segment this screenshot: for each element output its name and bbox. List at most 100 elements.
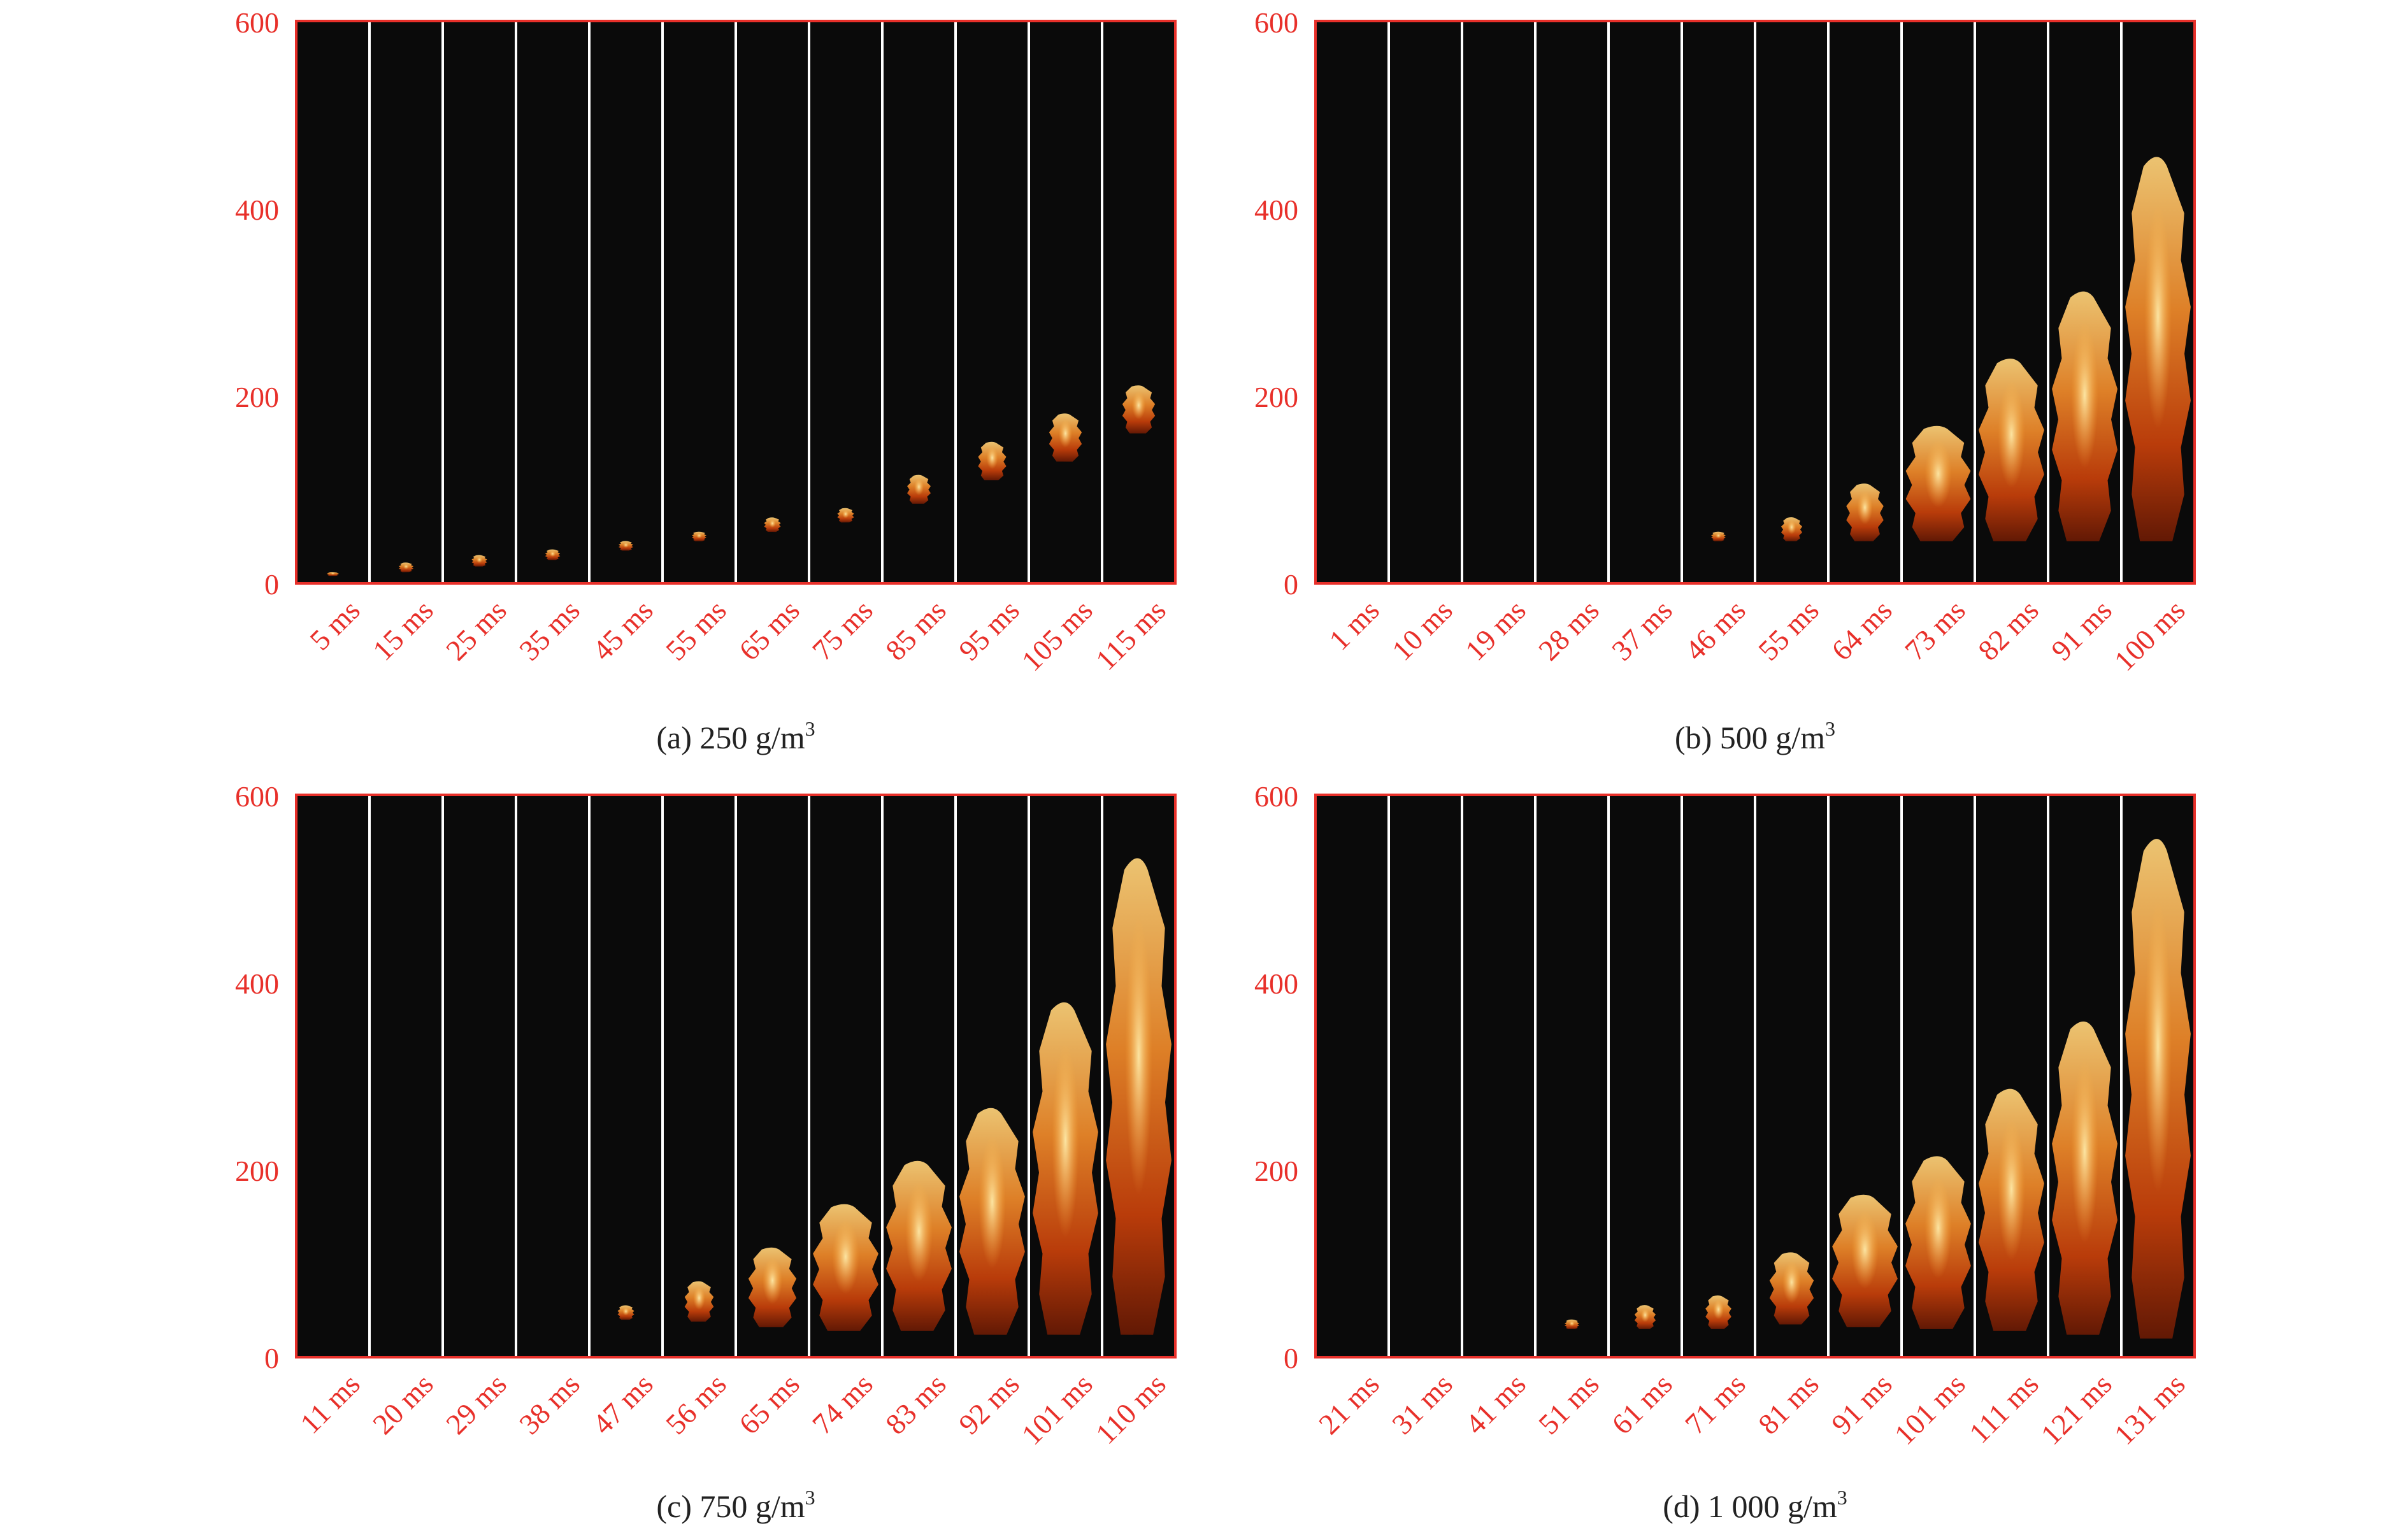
frame-time-label: 83 ms xyxy=(879,1367,952,1441)
frame-time-label: 46 ms xyxy=(1679,594,1752,667)
frame-time-label: 20 ms xyxy=(366,1367,440,1441)
y-tick-label: 0 xyxy=(1284,1342,1298,1374)
frame-time-label: 21 ms xyxy=(1312,1367,1386,1441)
flame-core xyxy=(1782,1261,1801,1304)
frame-time-label: 15 ms xyxy=(366,594,440,667)
frame-time-label: 10 ms xyxy=(1386,594,1459,667)
panel-a-y-ticks: 0 200 400 600 xyxy=(235,6,279,601)
panel-b-y-ticks: 0 200 400 600 xyxy=(1254,6,1298,601)
flame-core xyxy=(403,564,410,569)
y-tick-label: 0 xyxy=(264,568,279,601)
panel-a-dividers xyxy=(368,22,1103,582)
y-tick-label: 400 xyxy=(1254,967,1298,1000)
panel-a-frame-labels: 5 ms 15 ms 25 ms 35 ms 45 ms 55 ms 65 ms 75 ms 8… xyxy=(303,594,1172,677)
y-tick-label: 200 xyxy=(235,1155,279,1187)
flame-core xyxy=(1787,520,1796,534)
frame-time-label: 55 ms xyxy=(659,594,733,667)
panel-b: 0 200 400 600 1 ms 10 ms 19 ms 28 ms 37 ms 46… xyxy=(1254,6,2196,755)
flame-core xyxy=(330,572,336,575)
y-tick-label: 600 xyxy=(1254,6,1298,39)
panel-b-caption: (b) 500 g/m3 xyxy=(1675,717,1835,755)
flame-core xyxy=(696,532,703,539)
frame-time-label: 51 ms xyxy=(1532,1367,1605,1441)
panel-d-frame-labels: 21 ms 31 ms 41 ms 51 ms 61 ms 71 ms 81 ms 91 ms… xyxy=(1312,1367,2191,1451)
frame-time-label: 19 ms xyxy=(1459,594,1532,667)
frame-time-label: 29 ms xyxy=(440,1367,513,1441)
flame-core xyxy=(549,550,556,557)
y-tick-label: 600 xyxy=(1254,780,1298,813)
panel-d-y-ticks: 0 200 400 600 xyxy=(1254,780,1298,1374)
panel-c: 0 200 400 600 11 ms 20 ms 29 ms 38 ms 47 ms 5… xyxy=(235,780,1177,1524)
flame-core xyxy=(1568,1320,1575,1327)
frame-time-label: 65 ms xyxy=(733,1367,806,1441)
frame-time-label: 37 ms xyxy=(1605,594,1679,667)
panel-d: 0 200 400 600 21 ms 31 ms 41 ms 51 ms 61 ms 7… xyxy=(1254,780,2196,1524)
frame-time-label: 56 ms xyxy=(659,1367,733,1441)
frame-time-label: 38 ms xyxy=(513,1367,586,1441)
frame-time-label: 71 ms xyxy=(1679,1367,1752,1441)
flame-core xyxy=(1924,1177,1952,1279)
panel-c-frame-labels: 11 ms 20 ms 29 ms 38 ms 47 ms 56 ms 65 ms 74 ms… xyxy=(294,1367,1172,1451)
panel-c-caption: (c) 750 g/m3 xyxy=(656,1486,815,1524)
y-tick-label: 400 xyxy=(235,194,279,226)
frame-time-label: 95 ms xyxy=(952,594,1026,667)
flame-core xyxy=(1998,1118,2025,1260)
frame-time-label: 111 ms xyxy=(1963,1367,2045,1450)
frame-time-label: 73 ms xyxy=(1898,594,1972,667)
flame-core xyxy=(476,556,483,564)
frame-time-label: 92 ms xyxy=(952,1367,1026,1441)
y-tick-label: 0 xyxy=(264,1342,279,1374)
flame-core xyxy=(978,1136,1006,1269)
flame-core xyxy=(2144,899,2172,1192)
flame-core xyxy=(1640,1308,1650,1322)
frame-time-label: 64 ms xyxy=(1825,594,1898,667)
flame-core xyxy=(842,510,849,518)
frame-time-label: 105 ms xyxy=(1015,594,1099,677)
frame-time-label: 91 ms xyxy=(2045,594,2118,667)
panel-d-dividers xyxy=(1387,796,2123,1356)
flame-core xyxy=(2071,322,2098,468)
flame-core xyxy=(693,1286,705,1310)
frame-time-label: 110 ms xyxy=(1089,1367,1172,1450)
flame-core xyxy=(2144,203,2172,429)
panel-b-flames xyxy=(1711,157,2191,541)
panel-d-caption: (d) 1 000 g/m3 xyxy=(1663,1486,1847,1524)
flame-core xyxy=(1998,381,2025,488)
flame-core xyxy=(1131,391,1146,420)
frame-time-label: 75 ms xyxy=(806,594,879,667)
frame-time-label: 55 ms xyxy=(1752,594,1825,667)
flame-core xyxy=(2071,1059,2098,1243)
frame-time-label: 28 ms xyxy=(1532,594,1605,667)
flame-core xyxy=(1713,1299,1724,1320)
frame-time-label: 5 ms xyxy=(303,594,366,656)
frame-time-label: 65 ms xyxy=(733,594,806,667)
flame-core xyxy=(1052,1043,1079,1237)
flame-core xyxy=(622,542,629,548)
flame-core xyxy=(1924,439,1952,508)
flame-core xyxy=(986,446,998,469)
flame-core xyxy=(1857,490,1873,525)
flame-core xyxy=(1125,916,1152,1195)
frame-time-label: 45 ms xyxy=(586,594,659,667)
y-tick-label: 200 xyxy=(235,381,279,413)
y-tick-label: 600 xyxy=(235,6,279,39)
y-tick-label: 600 xyxy=(235,780,279,813)
frame-time-label: 85 ms xyxy=(879,594,952,667)
frame-time-label: 31 ms xyxy=(1386,1367,1459,1441)
panel-c-y-ticks: 0 200 400 600 xyxy=(235,780,279,1374)
frame-time-label: 35 ms xyxy=(513,594,586,667)
panel-c-flames xyxy=(617,858,1172,1335)
flame-core xyxy=(905,1181,933,1281)
flame-core xyxy=(762,1257,783,1304)
panel-b-dividers xyxy=(1387,22,2123,582)
panel-a-flames xyxy=(326,385,1156,576)
frame-time-label: 41 ms xyxy=(1459,1367,1532,1441)
panel-d-flames xyxy=(1565,839,2191,1339)
y-tick-label: 400 xyxy=(235,967,279,1000)
flame-core xyxy=(1058,419,1073,448)
y-tick-label: 200 xyxy=(1254,381,1298,413)
frame-time-label: 100 ms xyxy=(2108,594,2191,677)
frame-time-label: 82 ms xyxy=(1972,594,2045,667)
flame-core xyxy=(1715,532,1722,539)
